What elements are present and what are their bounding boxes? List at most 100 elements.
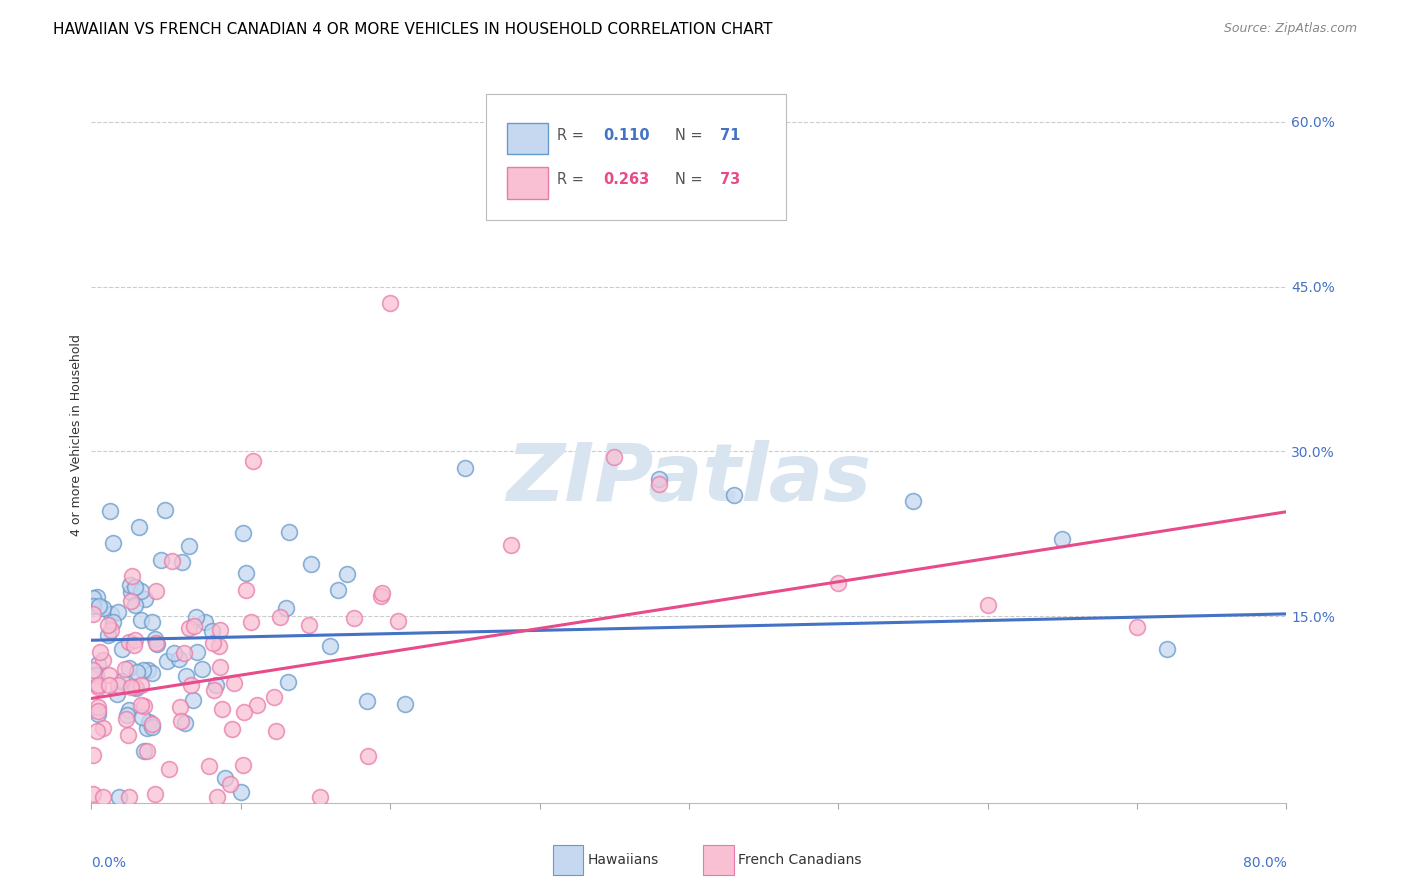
Point xyxy=(356,694,378,708)
Point xyxy=(97,628,120,642)
Point xyxy=(89,645,111,659)
Text: N =: N = xyxy=(675,128,707,143)
Point xyxy=(118,635,141,649)
Point xyxy=(100,623,122,637)
Point xyxy=(648,472,671,486)
Point xyxy=(229,785,252,799)
Point xyxy=(141,717,163,731)
Text: N =: N = xyxy=(675,172,707,187)
Point xyxy=(246,698,269,712)
Point xyxy=(239,615,262,630)
Point xyxy=(124,598,146,612)
Point xyxy=(298,618,321,632)
Point xyxy=(87,678,110,692)
Point xyxy=(827,576,849,591)
Text: R =: R = xyxy=(558,172,589,187)
Point xyxy=(114,663,136,677)
Point xyxy=(394,698,416,712)
Point xyxy=(224,676,246,690)
FancyBboxPatch shape xyxy=(508,123,548,154)
Point xyxy=(197,758,219,772)
Point xyxy=(205,790,228,805)
Point xyxy=(186,645,208,659)
Point xyxy=(125,665,148,679)
Point xyxy=(120,680,142,694)
Point xyxy=(235,583,257,598)
Point xyxy=(214,771,236,785)
Point xyxy=(97,667,120,681)
Text: Source: ZipAtlas.com: Source: ZipAtlas.com xyxy=(1223,22,1357,36)
Point xyxy=(91,790,114,805)
Point xyxy=(387,614,409,628)
Point xyxy=(169,700,191,714)
Point xyxy=(170,714,193,728)
Text: HAWAIIAN VS FRENCH CANADIAN 4 OR MORE VEHICLES IN HOUSEHOLD CORRELATION CHART: HAWAIIAN VS FRENCH CANADIAN 4 OR MORE VE… xyxy=(53,22,773,37)
Point xyxy=(105,687,128,701)
Point xyxy=(120,594,142,608)
Point xyxy=(129,678,152,692)
Point xyxy=(124,680,146,694)
Point xyxy=(603,450,626,464)
Point xyxy=(356,749,378,764)
Point xyxy=(242,453,264,467)
Point xyxy=(89,599,111,613)
Point xyxy=(277,674,299,689)
FancyBboxPatch shape xyxy=(508,168,548,199)
Point xyxy=(499,169,522,184)
Text: R =: R = xyxy=(558,128,589,143)
Point xyxy=(145,584,167,599)
Point xyxy=(132,743,155,757)
Text: 0.110: 0.110 xyxy=(603,128,650,143)
Point xyxy=(93,652,115,666)
Point xyxy=(82,663,104,677)
Point xyxy=(309,790,332,805)
Point xyxy=(326,583,349,598)
Point xyxy=(87,657,110,671)
Point xyxy=(111,642,134,657)
Point xyxy=(299,557,322,571)
Point xyxy=(107,606,129,620)
Point xyxy=(101,536,124,550)
Text: 73: 73 xyxy=(720,172,741,187)
Point xyxy=(207,639,229,653)
Point xyxy=(319,639,342,653)
Point xyxy=(153,503,176,517)
Point xyxy=(454,460,477,475)
Point xyxy=(87,700,110,714)
Point xyxy=(118,577,141,591)
Point xyxy=(125,681,148,695)
Point xyxy=(174,669,197,683)
Point xyxy=(115,712,138,726)
Point xyxy=(264,724,287,739)
Point xyxy=(82,599,104,614)
Point xyxy=(277,524,299,539)
Text: French Canadians: French Canadians xyxy=(738,853,862,867)
Point xyxy=(204,678,226,692)
Point xyxy=(274,601,297,615)
Point xyxy=(97,618,120,632)
Point xyxy=(129,583,152,598)
Text: 0.263: 0.263 xyxy=(603,172,650,187)
Point xyxy=(150,553,173,567)
Point xyxy=(103,615,125,629)
Point xyxy=(209,660,232,674)
Point xyxy=(179,539,201,553)
Text: 71: 71 xyxy=(720,128,741,143)
Point xyxy=(84,668,107,682)
Point xyxy=(82,748,104,763)
Point xyxy=(194,615,217,629)
Point xyxy=(1052,532,1074,546)
Point xyxy=(380,296,402,310)
Point xyxy=(371,586,394,600)
Text: Hawaiians: Hawaiians xyxy=(588,853,659,867)
Point xyxy=(184,610,207,624)
Point xyxy=(183,619,205,633)
Point xyxy=(208,623,231,637)
Point xyxy=(118,790,141,805)
Point xyxy=(263,690,285,704)
Point xyxy=(138,714,160,729)
Point xyxy=(145,637,167,651)
Point xyxy=(82,607,104,621)
Point xyxy=(173,646,195,660)
Text: ZIPatlas: ZIPatlas xyxy=(506,440,872,518)
